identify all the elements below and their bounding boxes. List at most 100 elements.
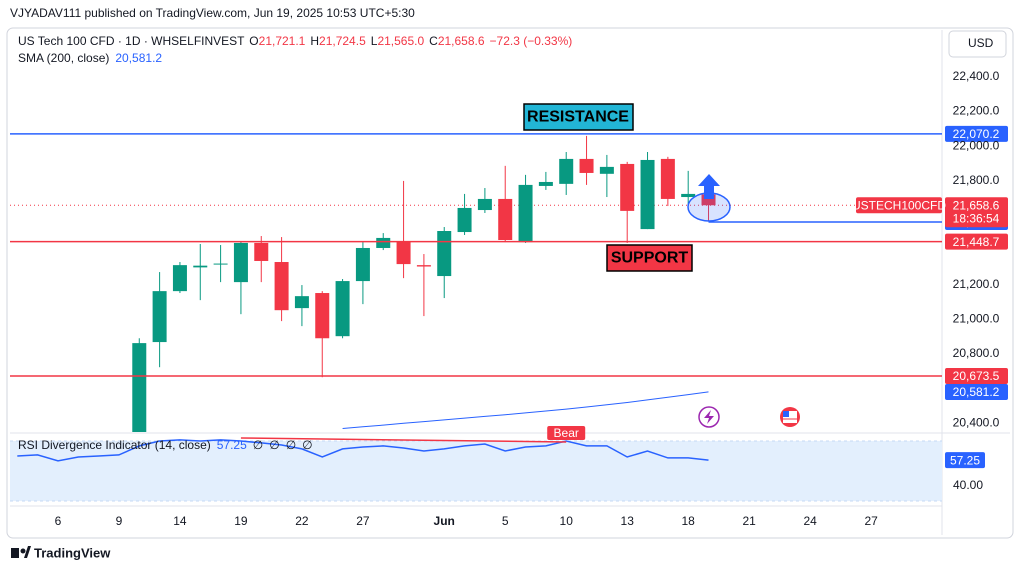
rsi-title: RSI Divergence Indicator (14, close) xyxy=(18,438,211,452)
y-tick-label: 20,400.0 xyxy=(953,416,1000,430)
candle-body xyxy=(294,296,309,309)
overlay: 22,070.221,562.221,448.720,673.520,581.2… xyxy=(10,125,1008,469)
brand: TradingView xyxy=(34,545,111,560)
change: −72.3 (−0.33%) xyxy=(490,34,573,48)
rsi-tag-bg xyxy=(945,452,985,469)
candle-body xyxy=(233,242,248,283)
brand-logo-dot xyxy=(20,548,26,554)
frame xyxy=(6,27,1014,539)
sma-name: SMA (200, close) xyxy=(18,51,109,65)
ohlc-key: H xyxy=(310,34,319,48)
candle-body xyxy=(213,263,228,265)
candle-body xyxy=(376,237,391,248)
publisher: VJYADAV111 published on TradingView.com,… xyxy=(10,6,415,20)
candle-body xyxy=(538,181,553,186)
price-tag-label: 21,658.6 xyxy=(953,198,1000,212)
level-tag-label: 21,448.7 xyxy=(953,235,1000,249)
flag-canton xyxy=(783,411,789,417)
candle-body xyxy=(640,159,655,230)
rsi-line xyxy=(17,439,709,462)
rsi-band xyxy=(10,440,942,502)
x-tick-label: 14 xyxy=(173,514,187,528)
y-tick-label: 22,400.0 xyxy=(953,69,1000,83)
currency[interactable]: USD xyxy=(968,36,994,50)
y-tick-label: 21,000.0 xyxy=(953,312,1000,326)
brand-logo xyxy=(11,548,19,558)
rsi-na: ∅ xyxy=(286,438,296,452)
rsi-na: ∅ xyxy=(269,438,279,452)
bear-tag: Bear xyxy=(554,426,579,440)
rsi-na: ∅ xyxy=(302,438,312,452)
y-tick-label: 20,800.0 xyxy=(953,346,1000,360)
sma-value: 20,581.2 xyxy=(115,51,162,65)
price-tag-bg xyxy=(945,197,1008,228)
candle-body xyxy=(660,158,675,199)
level-tag-bg xyxy=(945,233,1008,250)
candle-body xyxy=(701,194,716,206)
countdown: 18:36:54 xyxy=(953,211,1000,225)
level-tag-label: 22,070.2 xyxy=(953,127,1000,141)
bear-tag-bg xyxy=(547,426,586,440)
support-label: SUPPORT xyxy=(611,250,689,267)
sma-tag-label: 20,581.2 xyxy=(953,385,1000,399)
candle-body xyxy=(396,241,411,265)
x-tick-label: 18 xyxy=(682,514,696,528)
candle-body xyxy=(254,242,269,261)
currency-box[interactable] xyxy=(948,30,1007,58)
candle-body xyxy=(437,231,452,277)
candle-body xyxy=(599,166,614,174)
candle-body xyxy=(416,265,431,267)
up-arrow xyxy=(698,174,720,199)
ohlc-key: C xyxy=(429,34,438,48)
brand-logo-slash xyxy=(24,546,31,558)
rsi-value: 57.25 xyxy=(217,438,247,452)
ohlc-value: 21,565.0 xyxy=(377,34,424,48)
x-tick-label: 22 xyxy=(295,514,309,528)
y-tick-label: 22,200.0 xyxy=(953,104,1000,118)
ohlc-key: L xyxy=(371,34,378,48)
ohlc-value: 21,724.5 xyxy=(319,34,366,48)
symbol-tag: USTECH100CFD xyxy=(852,198,946,212)
candle-body xyxy=(477,198,492,211)
level-tag-label: 20,673.5 xyxy=(953,369,1000,383)
x-tick-label: 13 xyxy=(621,514,635,528)
symbol-title: US Tech 100 CFD · 1D · WHSELFINVEST xyxy=(18,34,245,48)
candle-body xyxy=(498,198,513,241)
candle-body xyxy=(152,291,167,343)
sma-line xyxy=(342,391,709,429)
rsi-legend: RSI Divergence Indicator (14, close) 57.2… xyxy=(18,438,313,452)
candle-body xyxy=(172,265,187,292)
sma-legend: SMA (200, close) 20,581.2 xyxy=(18,51,162,65)
symbol-legend: US Tech 100 CFD · 1D · WHSELFINVEST O21,7… xyxy=(18,34,572,48)
rsi-na: ∅ xyxy=(253,438,263,452)
y-tick-label: 22,000.0 xyxy=(953,138,1000,152)
x-tick-label: 5 xyxy=(502,514,509,528)
candle-body xyxy=(315,293,330,339)
x-tick-label: 6 xyxy=(55,514,62,528)
candle-body xyxy=(620,163,635,211)
candle-body xyxy=(681,193,696,198)
x-tick-label: Jun xyxy=(434,514,455,528)
sma-tag-bg xyxy=(945,383,1008,400)
ohlc-value: 21,658.6 xyxy=(438,34,485,48)
rsi-pane xyxy=(10,437,942,502)
x-tick-label: 19 xyxy=(234,514,248,528)
candle-body xyxy=(274,262,289,311)
main-pane xyxy=(10,135,942,432)
divergence-line xyxy=(240,437,567,443)
rsi-tag-label: 57.25 xyxy=(950,453,980,467)
ohlc-value: 21,721.1 xyxy=(259,34,306,48)
level-tag-bg xyxy=(945,125,1008,142)
candle-body xyxy=(335,281,350,337)
candle-body xyxy=(193,265,208,268)
event-bolt xyxy=(704,410,714,424)
x-tick-label: 10 xyxy=(560,514,574,528)
y-tick-label: 21,800.0 xyxy=(953,173,1000,187)
candle-body xyxy=(132,343,147,432)
x-tick-label: 21 xyxy=(743,514,757,528)
candle-body xyxy=(559,158,574,184)
rsi-y-tick-label: 40.00 xyxy=(953,478,983,492)
candle-body xyxy=(457,207,472,233)
level-tag-bg xyxy=(945,367,1008,384)
